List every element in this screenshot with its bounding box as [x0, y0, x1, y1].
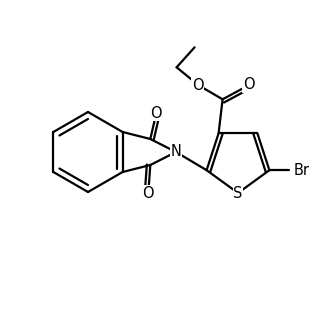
Text: O: O	[150, 106, 162, 120]
Text: S: S	[233, 185, 243, 201]
Text: Br: Br	[293, 163, 310, 178]
Text: O: O	[143, 185, 154, 201]
Text: O: O	[192, 78, 203, 93]
Text: O: O	[243, 77, 254, 92]
Text: N: N	[171, 145, 182, 159]
